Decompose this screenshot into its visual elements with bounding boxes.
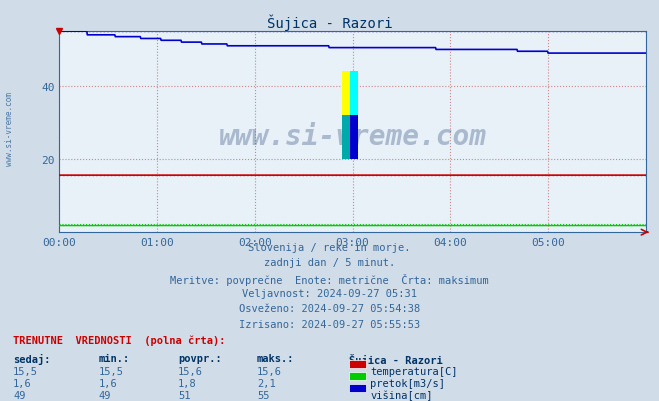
- Text: 1,6: 1,6: [13, 378, 32, 388]
- Text: Slovenija / reke in morje.: Slovenija / reke in morje.: [248, 243, 411, 253]
- Text: 15,5: 15,5: [13, 366, 38, 376]
- Text: 15,6: 15,6: [178, 366, 203, 376]
- Text: Veljavnost: 2024-09-27 05:31: Veljavnost: 2024-09-27 05:31: [242, 288, 417, 298]
- Bar: [350, 72, 358, 116]
- Bar: [350, 116, 358, 160]
- Text: povpr.:: povpr.:: [178, 353, 221, 363]
- Text: 49: 49: [99, 390, 111, 400]
- Text: www.si-vreme.com: www.si-vreme.com: [5, 91, 14, 165]
- Text: 1,8: 1,8: [178, 378, 196, 388]
- Text: 55: 55: [257, 390, 270, 400]
- Text: 1,6: 1,6: [99, 378, 117, 388]
- Text: temperatura[C]: temperatura[C]: [370, 366, 458, 376]
- Text: zadnji dan / 5 minut.: zadnji dan / 5 minut.: [264, 258, 395, 268]
- Text: www.si-vreme.com: www.si-vreme.com: [219, 122, 486, 150]
- Text: 15,6: 15,6: [257, 366, 282, 376]
- Bar: [343, 72, 350, 116]
- Text: 15,5: 15,5: [99, 366, 124, 376]
- Text: Šujica - Razori: Šujica - Razori: [349, 353, 443, 365]
- Text: višina[cm]: višina[cm]: [370, 390, 433, 400]
- Text: pretok[m3/s]: pretok[m3/s]: [370, 378, 445, 388]
- Text: 2,1: 2,1: [257, 378, 275, 388]
- Text: Osveženo: 2024-09-27 05:54:38: Osveženo: 2024-09-27 05:54:38: [239, 304, 420, 314]
- Text: Šujica - Razori: Šujica - Razori: [267, 14, 392, 30]
- Text: TRENUTNE  VREDNOSTI  (polna črta):: TRENUTNE VREDNOSTI (polna črta):: [13, 335, 225, 345]
- Text: 51: 51: [178, 390, 190, 400]
- Text: min.:: min.:: [99, 353, 130, 363]
- Text: sedaj:: sedaj:: [13, 353, 51, 364]
- Bar: [343, 116, 350, 160]
- Text: Izrisano: 2024-09-27 05:55:53: Izrisano: 2024-09-27 05:55:53: [239, 319, 420, 329]
- Text: maks.:: maks.:: [257, 353, 295, 363]
- Text: 49: 49: [13, 390, 26, 400]
- Text: Meritve: povprečne  Enote: metrične  Črta: maksimum: Meritve: povprečne Enote: metrične Črta:…: [170, 273, 489, 285]
